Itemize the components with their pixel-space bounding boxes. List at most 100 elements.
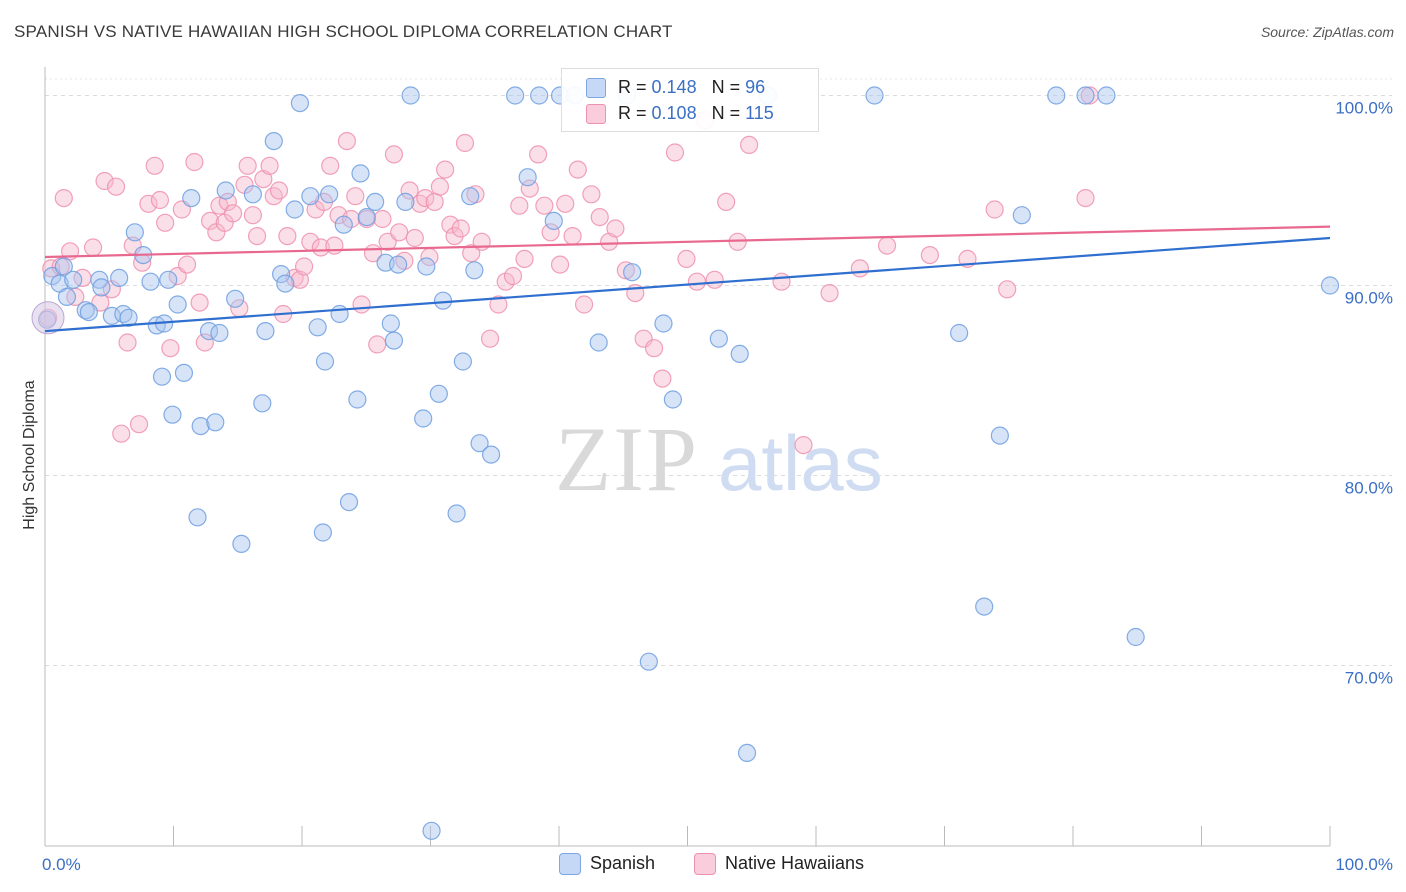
point-spanish — [518, 168, 537, 187]
point-spanish — [447, 504, 466, 523]
point-native-hawaiians — [254, 170, 273, 189]
point-native-hawaiians — [520, 179, 539, 198]
watermark-zip: ZIP — [555, 408, 699, 510]
point-spanish — [461, 187, 480, 206]
point-native-hawaiians — [462, 244, 481, 263]
point-spanish — [389, 255, 408, 274]
series-native-hawaiians-points — [39, 86, 1099, 455]
point-spanish — [125, 223, 144, 242]
trend-line-native-hawaiians — [44, 225, 1331, 259]
point-native-hawaiians — [436, 160, 455, 179]
point-native-hawaiians — [150, 190, 170, 210]
point-spanish — [465, 261, 484, 280]
legend-n-value: 115 — [745, 103, 774, 123]
point-native-hawaiians — [416, 189, 435, 208]
y-tick-label: 70.0% — [1345, 669, 1393, 688]
point-spanish — [290, 93, 310, 113]
point-native-hawaiians — [325, 236, 344, 255]
point-native-hawaiians — [644, 339, 664, 358]
point-spanish — [206, 413, 225, 432]
point-native-hawaiians — [985, 200, 1004, 219]
point-native-hawaiians — [574, 295, 594, 314]
point-spanish — [226, 289, 245, 308]
point-spanish — [264, 132, 283, 151]
point-spanish — [119, 308, 138, 327]
point-native-hawaiians — [582, 185, 601, 204]
point-spanish — [654, 314, 673, 333]
point-native-hawaiians — [156, 213, 175, 232]
point-spanish — [530, 86, 549, 105]
point-spanish — [381, 314, 400, 333]
tick-labels: 100.0% 90.0% 80.0% 70.0% 0.0% 100.0% — [42, 99, 1393, 875]
point-spanish — [232, 534, 251, 554]
point-spanish — [243, 185, 262, 204]
point-spanish — [339, 493, 359, 512]
point-native-hawaiians — [489, 295, 508, 314]
point-native-hawaiians — [510, 196, 529, 215]
point-spanish — [589, 333, 608, 352]
point-native-hawaiians — [590, 208, 609, 227]
point-spanish — [141, 272, 160, 291]
point-spanish — [210, 323, 229, 343]
point-spanish — [396, 192, 415, 211]
point-native-hawaiians — [425, 192, 444, 211]
y-tick-label: 80.0% — [1345, 479, 1393, 498]
point-spanish — [1047, 86, 1066, 105]
point-native-hawaiians — [430, 177, 450, 196]
point-spanish — [401, 86, 420, 105]
legend-n-label: N = — [711, 77, 741, 97]
point-spanish — [191, 417, 210, 436]
point-native-hawaiians — [616, 261, 635, 280]
point-native-hawaiians — [455, 133, 475, 153]
point-spanish — [110, 268, 129, 287]
point-native-hawaiians — [352, 295, 371, 314]
point-spanish — [79, 303, 98, 322]
point-native-hawaiians — [556, 194, 575, 213]
point-native-hawaiians — [496, 272, 515, 291]
point-spanish — [168, 295, 187, 314]
point-spanish — [351, 164, 370, 183]
point-native-hawaiians — [337, 132, 357, 151]
point-native-hawaiians — [321, 156, 340, 175]
point-native-hawaiians — [218, 192, 237, 211]
point-native-hawaiians — [451, 219, 470, 238]
point-native-hawaiians — [129, 415, 149, 434]
legend-n-value: 96 — [745, 77, 766, 97]
point-native-hawaiians — [269, 181, 289, 200]
trend-lines — [44, 225, 1331, 333]
point-native-hawaiians — [346, 187, 365, 206]
point-spanish — [366, 192, 385, 211]
point-spanish — [663, 390, 682, 409]
point-spanish — [315, 352, 335, 371]
chart-title: SPANISH VS NATIVE HAWAIIAN HIGH SCHOOL D… — [14, 22, 673, 41]
point-native-hawaiians — [480, 329, 500, 348]
point-spanish — [54, 257, 73, 276]
point-native-hawaiians — [368, 335, 387, 354]
point-spanish — [330, 304, 349, 324]
point-native-hawaiians — [877, 236, 897, 255]
point-native-hawaiians — [515, 249, 534, 268]
point-spanish — [188, 508, 207, 527]
point-native-hawaiians — [794, 436, 813, 455]
point-native-hawaiians — [541, 223, 560, 242]
point-native-hawaiians — [850, 259, 869, 278]
point-native-hawaiians — [687, 272, 707, 291]
point-native-hawaiians — [278, 227, 297, 246]
watermark-atlas: atlas — [718, 419, 883, 507]
point-spanish — [481, 445, 501, 464]
point-spanish — [422, 821, 441, 840]
point-spanish — [76, 301, 95, 320]
point-native-hawaiians — [772, 272, 791, 291]
y-axis-title: High School Diploma — [21, 380, 38, 530]
point-native-hawaiians — [384, 145, 404, 164]
point-spanish — [174, 363, 194, 382]
point-native-hawaiians — [665, 143, 685, 162]
point-native-hawaiians — [342, 209, 361, 229]
point-spanish — [414, 409, 433, 428]
x-tick-label-max: 100.0% — [1335, 855, 1393, 874]
point-native-hawaiians — [243, 206, 262, 225]
point-native-hawaiians — [260, 156, 279, 175]
point-spanish — [276, 274, 295, 293]
axes — [44, 67, 1331, 847]
point-native-hawaiians — [83, 238, 103, 257]
